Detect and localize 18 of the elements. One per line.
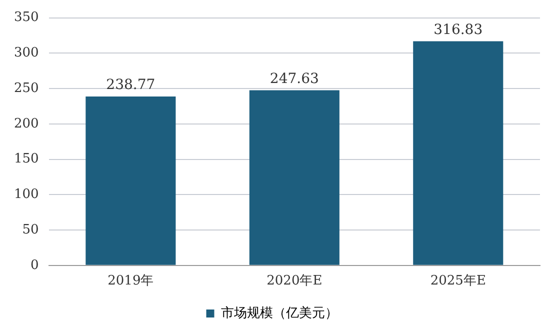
x-tick-label: 2020年E (266, 274, 322, 289)
legend-label: 市场规模（亿美元） (220, 304, 338, 321)
y-tick-label: 200 (14, 116, 39, 132)
data-label: 238.77 (106, 77, 156, 94)
data-label: 247.63 (270, 70, 319, 87)
x-tick-label: 2019年 (108, 274, 154, 289)
y-tick-label: 150 (14, 152, 39, 167)
bar (249, 90, 340, 265)
x-tick-label: 2025年E (430, 274, 486, 289)
y-tick-label: 50 (22, 222, 39, 238)
bar (413, 41, 504, 265)
bar (86, 96, 176, 265)
y-tick-label: 300 (14, 46, 39, 61)
y-tick-label: 350 (14, 10, 39, 26)
data-label: 316.83 (434, 22, 483, 38)
y-tick-label: 100 (14, 187, 39, 202)
y-tick-label: 250 (14, 80, 39, 96)
y-tick-label: 0 (30, 258, 39, 273)
